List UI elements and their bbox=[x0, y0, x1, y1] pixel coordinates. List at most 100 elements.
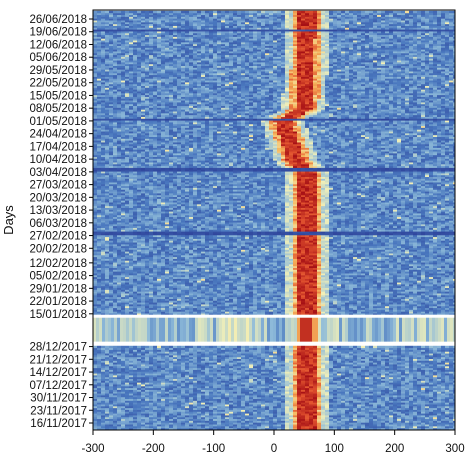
heatmap-cell bbox=[333, 403, 337, 407]
heatmap-cell bbox=[401, 405, 405, 409]
heatmap-cell bbox=[109, 345, 113, 349]
heatmap-cell bbox=[273, 425, 277, 429]
heatmap-cell bbox=[201, 394, 205, 398]
heatmap-cell bbox=[169, 394, 173, 398]
heatmap-cell bbox=[97, 394, 101, 398]
heatmap-cell bbox=[189, 402, 193, 405]
heatmap-cell bbox=[409, 423, 413, 427]
heatmap-cell bbox=[289, 427, 293, 430]
heatmap-cell bbox=[385, 398, 389, 401]
heatmap-cell bbox=[317, 423, 321, 427]
heatmap-cell bbox=[405, 425, 409, 429]
heatmap-cell bbox=[293, 411, 297, 414]
heatmap-cell bbox=[157, 392, 161, 396]
heatmap-cell bbox=[237, 423, 241, 427]
heatmap-cell bbox=[149, 389, 153, 392]
heatmap-cell bbox=[405, 400, 409, 403]
heatmap-cell bbox=[293, 389, 297, 392]
heatmap-cell bbox=[357, 396, 361, 400]
heatmap-cell bbox=[277, 418, 281, 421]
heatmap-cell bbox=[317, 402, 321, 405]
heatmap-cell bbox=[261, 416, 265, 420]
heatmap-cell bbox=[113, 396, 117, 400]
heatmap-cell bbox=[373, 414, 377, 418]
heatmap-cell bbox=[429, 409, 433, 412]
heatmap-cell bbox=[125, 425, 129, 429]
heatmap-cell bbox=[361, 400, 365, 403]
heatmap-cell bbox=[285, 409, 289, 412]
heatmap-cell bbox=[189, 416, 193, 420]
heatmap-cell bbox=[377, 425, 381, 429]
heatmap-cell bbox=[213, 427, 217, 430]
heatmap-cell bbox=[269, 422, 273, 425]
heatmap-cell bbox=[249, 394, 253, 398]
heatmap-cell bbox=[269, 412, 273, 416]
heatmap-cell bbox=[381, 420, 385, 423]
heatmap-cell bbox=[417, 392, 421, 396]
heatmap-cell bbox=[297, 427, 301, 430]
heatmap-cell bbox=[249, 423, 253, 427]
heatmap-cell bbox=[429, 345, 433, 349]
heatmap-cell bbox=[129, 392, 133, 396]
heatmap-cell bbox=[361, 396, 365, 400]
heatmap-cell bbox=[253, 400, 257, 403]
heatmap-cell bbox=[141, 422, 145, 425]
heatmap-cell bbox=[145, 392, 149, 396]
heatmap-cell bbox=[113, 414, 117, 418]
heatmap-cell bbox=[365, 392, 369, 396]
heatmap-cell bbox=[257, 418, 261, 421]
heatmap-cell bbox=[453, 400, 455, 403]
heatmap-cell bbox=[93, 423, 97, 427]
heatmap-cell bbox=[285, 411, 289, 414]
heatmap-cell bbox=[245, 411, 249, 414]
heatmap-cell bbox=[277, 409, 281, 412]
heatmap-cell bbox=[373, 427, 377, 430]
heatmap-cell bbox=[129, 402, 133, 405]
heatmap-cell bbox=[101, 402, 105, 405]
heatmap-cell bbox=[401, 423, 405, 427]
heatmap-cell bbox=[241, 405, 245, 409]
heatmap-cell bbox=[233, 427, 237, 430]
heatmap-cell bbox=[337, 392, 341, 396]
heatmap-cell bbox=[149, 416, 153, 420]
heatmap-cell bbox=[225, 391, 229, 394]
heatmap-cell bbox=[361, 409, 365, 412]
heatmap-cell bbox=[325, 403, 329, 407]
heatmap-cell bbox=[193, 391, 197, 394]
heatmap-cell bbox=[289, 396, 293, 400]
heatmap-cell bbox=[133, 396, 137, 400]
heatmap-cell bbox=[333, 394, 337, 398]
heatmap-cell bbox=[381, 411, 385, 414]
heatmap-cell bbox=[169, 403, 173, 407]
heatmap-cell bbox=[361, 403, 365, 407]
heatmap-cell bbox=[393, 418, 397, 421]
heatmap-cell bbox=[449, 412, 453, 416]
heatmap-cell bbox=[437, 345, 441, 349]
heatmap-cell bbox=[377, 392, 381, 396]
heatmap-cell bbox=[329, 427, 333, 430]
heatmap-cell bbox=[289, 394, 293, 398]
heatmap-cell bbox=[417, 402, 421, 405]
heatmap-cell bbox=[297, 400, 301, 403]
heatmap-cell bbox=[169, 396, 173, 400]
heatmap-cell bbox=[409, 403, 413, 407]
heatmap-cell bbox=[197, 391, 201, 394]
heatmap-cell bbox=[93, 412, 97, 416]
heatmap-cell bbox=[361, 427, 365, 430]
heatmap-cell bbox=[405, 398, 409, 401]
heatmap-cell bbox=[113, 400, 117, 403]
heatmap-cell bbox=[337, 389, 341, 392]
heatmap-cell bbox=[177, 412, 181, 416]
heatmap-cell bbox=[237, 405, 241, 409]
heatmap-cell bbox=[237, 391, 241, 394]
heatmap-cell bbox=[345, 427, 349, 430]
heatmap-cell bbox=[313, 420, 317, 423]
heatmap-cell bbox=[117, 405, 121, 409]
heatmap-cell bbox=[165, 405, 169, 409]
heatmap-cell bbox=[113, 407, 117, 410]
heatmap-cell bbox=[129, 345, 133, 349]
heatmap-cell bbox=[325, 398, 329, 401]
heatmap-cell bbox=[393, 414, 397, 418]
heatmap-cell bbox=[365, 396, 369, 400]
heatmap-cell bbox=[253, 396, 257, 400]
